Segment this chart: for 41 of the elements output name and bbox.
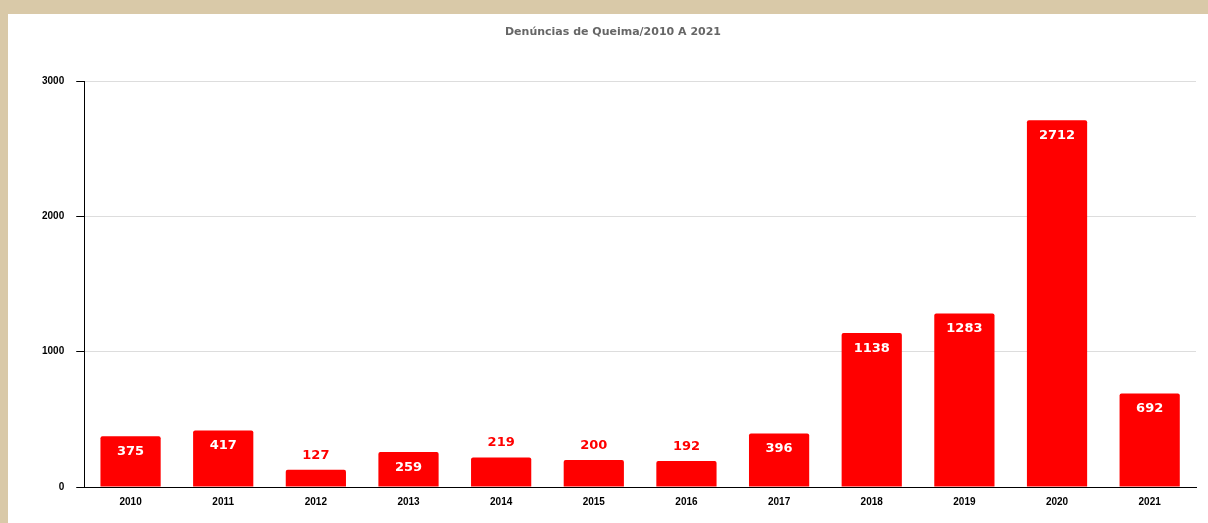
data-label: 1283 [946,320,983,336]
x-tick-label: 2010 [119,495,143,507]
data-label: 692 [1136,400,1164,416]
data-label: 192 [672,437,701,453]
bar [378,451,439,487]
data-label: 219 [487,434,515,450]
data-label: 259 [394,458,423,474]
x-tick-label: 2020 [1045,495,1069,507]
y-tick-label: 2000 [42,210,65,222]
bar [841,333,902,487]
data-label: 1138 [853,339,890,355]
x-tick-label: 2021 [1138,495,1162,507]
bar [1026,120,1088,487]
data-label: 200 [580,436,608,452]
bar [1119,393,1180,487]
x-tick-label: 2015 [582,495,606,507]
x-tick-label: 2019 [953,495,976,507]
data-label: 127 [302,446,330,462]
bar [656,461,717,487]
bar [193,430,254,487]
bar [471,457,532,487]
y-tick-label: 3000 [42,74,65,86]
x-tick-label: 2014 [490,495,513,507]
bar [100,436,161,487]
x-tick-label: 2018 [860,495,884,507]
y-tick-label: 1000 [42,345,65,357]
chart-title: Denúncias de Queima/2010 A 2021 [504,25,722,39]
x-tick-label: 2013 [397,495,421,507]
bar [285,469,346,487]
y-tick-label: 0 [58,480,65,492]
bar [934,313,995,487]
x-tick-label: 2012 [304,495,328,507]
data-label: 2712 [1038,127,1076,143]
data-label: 417 [209,437,237,453]
data-label: 396 [765,440,793,456]
x-tick-label: 2011 [212,495,235,507]
x-tick-label: 2016 [675,495,699,507]
bar [748,433,810,487]
x-tick-label: 2017 [767,495,791,507]
bar [563,459,624,487]
data-label: 375 [117,443,145,459]
